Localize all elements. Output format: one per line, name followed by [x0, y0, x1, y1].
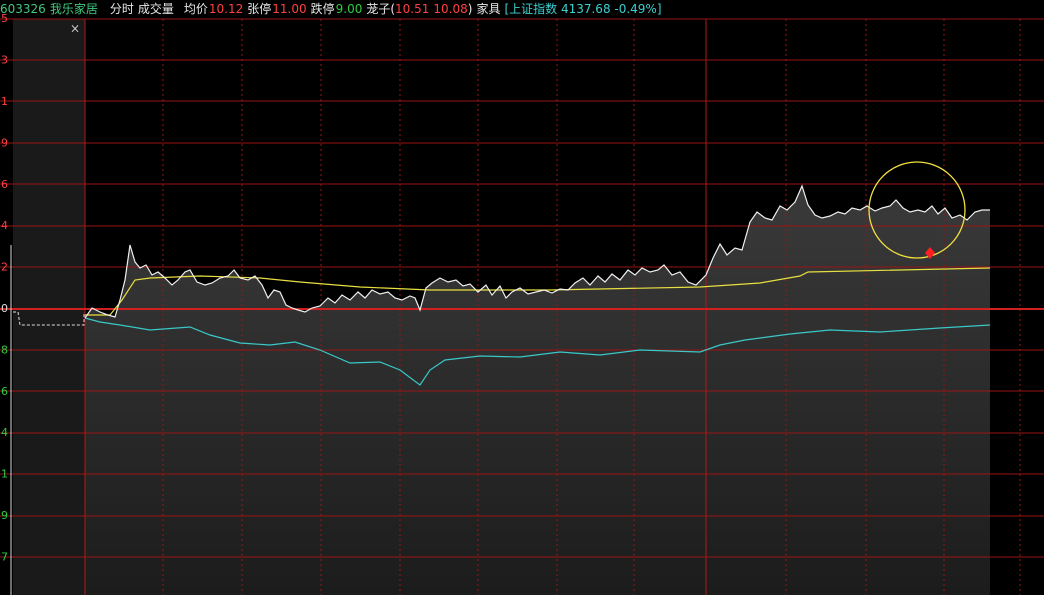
axis-label: 1 — [1, 468, 8, 481]
stock-code: 603326 — [0, 2, 46, 16]
axis-label: 6 — [1, 178, 8, 191]
limit-down-label: 跌停 — [310, 2, 335, 16]
axis-label: 8 — [1, 343, 8, 356]
price-line — [84, 184, 990, 319]
premarket-area — [13, 19, 85, 595]
cage-close: ) — [467, 2, 473, 16]
stock-name: 我乐家居 — [49, 2, 98, 16]
limit-up-value: 11.00 — [272, 2, 307, 16]
sector: 家具 — [476, 2, 501, 16]
cage-low: 10.08 — [433, 2, 468, 16]
index-info: [上证指数 4137.68 -0.49%] — [504, 2, 662, 16]
header-bar: 603326 我乐家居 分时 成交量 均价 10.12 张停 11.00 跌停 … — [0, 0, 662, 18]
cage-label: 茏子( — [366, 2, 396, 16]
axis-label: 9 — [1, 509, 8, 522]
axis-label: 9 — [1, 136, 8, 149]
grid — [0, 18, 1044, 595]
avg-label: 均价 — [183, 2, 208, 16]
axis-label: 2 — [1, 261, 8, 274]
axis-label: 6 — [1, 385, 8, 398]
limit-down-value: 9.00 — [335, 2, 363, 16]
highlight-circle — [868, 161, 966, 259]
cage-high: 10.51 — [395, 2, 430, 16]
axis-label: 7 — [1, 550, 8, 563]
axis-label: 1 — [1, 95, 8, 108]
limit-up-label: 张停 — [247, 2, 272, 16]
close-button[interactable]: × — [70, 22, 80, 36]
index-line — [84, 317, 991, 386]
avg-value: 10.12 — [208, 2, 244, 16]
axis-label: 0 — [1, 302, 8, 315]
signal-marker — [925, 247, 935, 259]
tab[interactable]: 成交量 — [137, 2, 174, 16]
axis-label: 4 — [1, 426, 8, 439]
tab[interactable]: 分时 — [109, 2, 134, 16]
axis-label: 5 — [1, 12, 8, 25]
axis-label: 3 — [1, 54, 8, 67]
axis-label: 4 — [1, 219, 8, 232]
avg-price-line — [85, 267, 991, 316]
premarket-line — [13, 311, 85, 326]
